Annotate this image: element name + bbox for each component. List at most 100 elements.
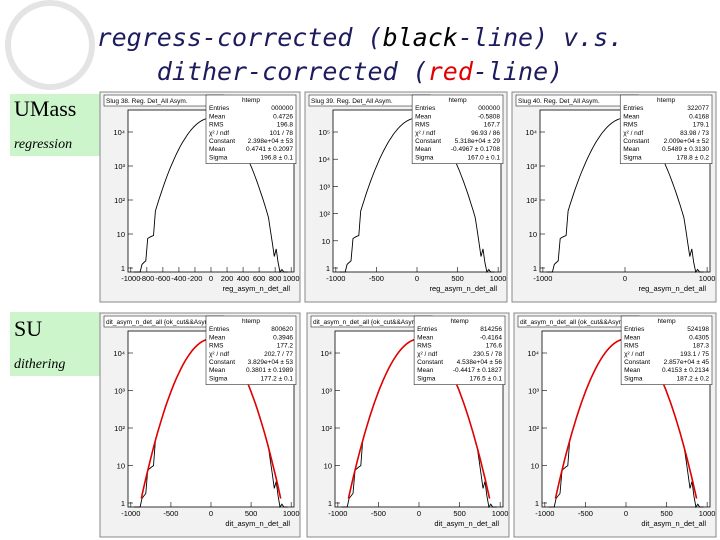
x-axis-label: dit_asym_n_det_all — [434, 519, 499, 528]
x-tick-label: -500 — [578, 509, 593, 518]
stat-value: 176.5 ± 0.1 — [470, 375, 503, 382]
y-tick-label: 10³ — [526, 162, 537, 171]
y-tick-label: 1 — [535, 499, 539, 508]
panel-title: Slug 39. Reg. Det_All Asym. — [311, 98, 393, 105]
stat-label: RMS — [209, 122, 224, 129]
stat-value: 0.4153 ± 0.2134 — [662, 367, 709, 374]
stat-label: Mean — [415, 113, 432, 120]
histogram-panel: dit_asym_n_det_all {ok_cut&&Asym_n_ htemp… — [306, 312, 510, 538]
stat-value: 101 / 78 — [270, 130, 294, 137]
x-tick-label: 1000 — [490, 274, 507, 283]
stats-box — [619, 94, 713, 164]
stat-label: Sigma — [623, 154, 642, 161]
stat-value: 5.318e+04 ± 29 — [455, 138, 501, 145]
stat-value: 96.93 / 86 — [471, 130, 500, 137]
x-tick-label: -200 — [187, 274, 202, 283]
stat-value: 2.009e+04 ± 52 — [664, 138, 710, 145]
stat-label: Entries — [624, 326, 645, 333]
stat-value: -0.4967 ± 0.1708 — [451, 146, 500, 153]
stat-value: 0.4168 — [689, 113, 709, 120]
x-tick-label: -500 — [369, 274, 384, 283]
stat-value: 187.2 ± 0.2 — [677, 375, 710, 382]
x-axis-label: dit_asym_n_det_all — [225, 519, 290, 528]
y-tick-label: 10⁴ — [113, 128, 125, 137]
y-tick-label: 10³ — [319, 182, 330, 191]
x-tick-label: -1000 — [121, 274, 140, 283]
stat-label: Mean — [623, 146, 640, 153]
group-label: SU — [14, 316, 42, 341]
y-tick-label: 1 — [326, 264, 330, 273]
stat-value: -0.4164 — [480, 334, 502, 341]
stats-box — [620, 315, 713, 385]
stat-value: 179.1 — [693, 122, 710, 129]
panel-title: Slug 38. Reg. Det_All Asym. — [106, 98, 188, 105]
y-tick-label: 10 — [529, 230, 537, 239]
stat-value: 178.8 ± 0.2 — [677, 154, 710, 161]
stat-label: Mean — [624, 367, 641, 374]
y-tick-label: 10³ — [321, 387, 332, 396]
stat-label: Constant — [209, 138, 235, 145]
stat-value: 2.857e+04 ± 45 — [664, 359, 710, 366]
x-tick-label: -1000 — [121, 509, 140, 518]
stat-label: Sigma — [209, 154, 228, 161]
stat-value: 0.3946 — [273, 334, 293, 341]
y-tick-label: 10² — [526, 196, 537, 205]
stats-name: htemp — [657, 97, 675, 104]
label-box — [10, 312, 100, 376]
stat-value: 167.0 ± 0.1 — [468, 154, 501, 161]
y-tick-label: 10³ — [114, 162, 125, 171]
stat-value: 167.7 — [484, 122, 501, 129]
y-tick-label: 10⁵ — [319, 128, 330, 137]
stat-label: Sigma — [209, 375, 228, 382]
x-tick-label: 600 — [253, 274, 266, 283]
seal — [5, 0, 95, 90]
label-box — [10, 94, 100, 156]
panel-title: dit_asym_n_det_all {ok_cut&&Asym_n_ — [313, 319, 428, 326]
stat-label: Constant — [209, 359, 235, 366]
stat-label: Mean — [624, 334, 641, 341]
y-tick-label: 10⁴ — [113, 349, 125, 358]
stat-label: Constant — [624, 359, 650, 366]
x-tick-label: 0 — [209, 274, 213, 283]
x-tick-label: 1000 — [283, 274, 300, 283]
stat-label: Sigma — [415, 154, 434, 161]
title-text: -line) v.s. — [458, 23, 624, 52]
stats-box — [413, 315, 506, 385]
x-tick-label: 1000 — [283, 509, 300, 518]
x-tick-label: -800 — [139, 274, 154, 283]
stats-box — [205, 94, 297, 164]
stat-value: 196.8 — [277, 122, 294, 129]
stat-label: χ² / ndf — [623, 130, 643, 137]
stat-label: Sigma — [417, 375, 436, 382]
x-tick-label: 500 — [451, 274, 464, 283]
x-tick-label: -1000 — [535, 509, 554, 518]
x-tick-label: 500 — [660, 509, 673, 518]
stats-name: htemp — [449, 97, 467, 104]
y-tick-label: 1 — [121, 499, 125, 508]
stat-label: χ² / ndf — [209, 130, 229, 137]
stat-label: Mean — [417, 367, 434, 374]
x-tick-label: 800 — [269, 274, 282, 283]
x-tick-label: 0 — [623, 274, 627, 283]
stat-value: 800620 — [271, 326, 293, 333]
stat-label: χ² / ndf — [624, 351, 644, 358]
y-tick-label: 10² — [321, 424, 332, 433]
method-label: dithering — [14, 357, 65, 372]
y-tick-label: 10 — [322, 237, 330, 246]
stat-label: Mean — [623, 113, 640, 120]
y-tick-label: 10⁴ — [318, 155, 330, 164]
stats-name: htemp — [242, 97, 260, 104]
y-tick-label: 10² — [319, 210, 330, 219]
stat-label: Mean — [209, 146, 226, 153]
x-tick-label: 1000 — [699, 274, 716, 283]
x-tick-label: -1000 — [326, 274, 345, 283]
title-text: -line) — [473, 57, 563, 86]
y-tick-label: 1 — [121, 264, 125, 273]
panel-title: dit_asym_n_det_all {ok_cut&&Asym_n_ — [520, 319, 635, 326]
x-axis-label: reg_asym_n_det_all — [429, 284, 497, 293]
stat-value: 176.6 — [486, 343, 503, 350]
stat-label: χ² / ndf — [209, 351, 229, 358]
x-tick-label: 0 — [209, 509, 213, 518]
y-tick-label: 1 — [533, 264, 537, 273]
stat-label: Sigma — [624, 375, 643, 382]
